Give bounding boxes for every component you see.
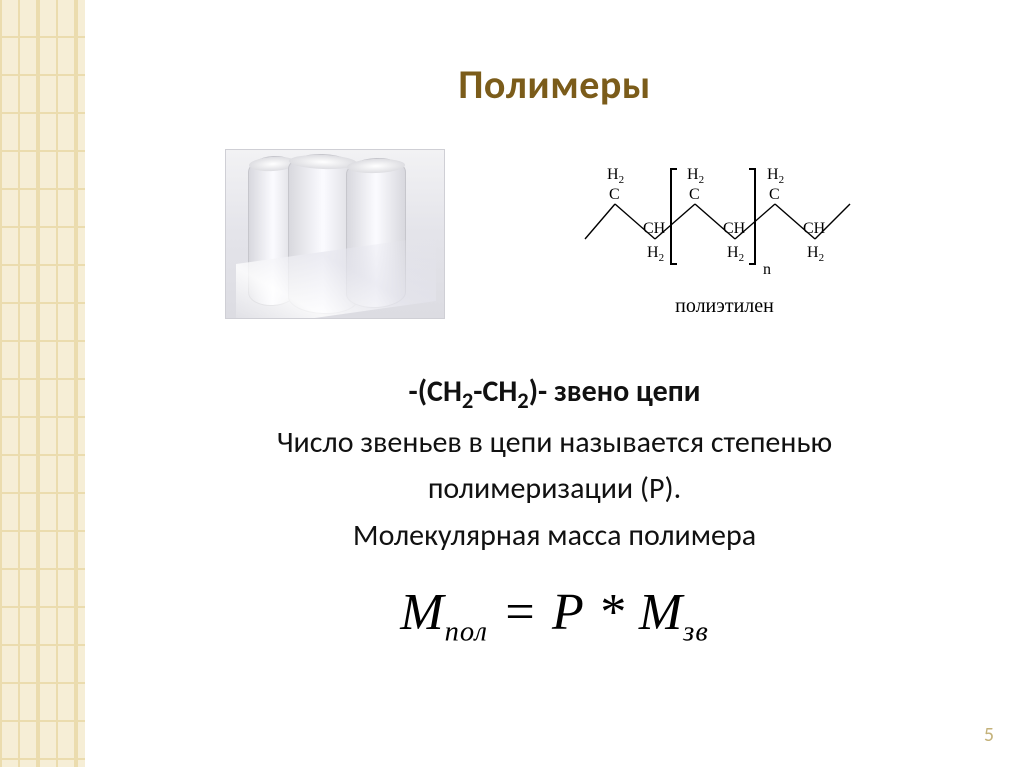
line-2: Число звеньев в цепи называется степенью xyxy=(85,420,1024,467)
slide-title: Полимеры xyxy=(85,60,1024,109)
line-3: полимеризации (P). xyxy=(85,466,1024,513)
svg-text:H2: H2 xyxy=(807,244,824,264)
svg-text:C: C xyxy=(769,186,780,203)
repeating-unit-label: звено цепи xyxy=(547,373,700,410)
molecule-caption: полиэтилен xyxy=(565,295,885,318)
svg-text:C: C xyxy=(689,186,700,203)
svg-text:H2: H2 xyxy=(727,244,744,264)
svg-text:H2: H2 xyxy=(607,166,624,186)
side-pattern xyxy=(0,0,85,767)
svg-text:H2: H2 xyxy=(687,166,704,186)
svg-text:CH: CH xyxy=(643,220,666,237)
polymer-film-photo xyxy=(225,149,445,319)
polyethylene-structure: n H2 C CH H2 H2 C CH H2 H2 C CH H2 xyxy=(575,149,875,289)
svg-text:C: C xyxy=(609,186,620,203)
line-repeating-unit: -(CH2-CH2)- звено цепи xyxy=(85,369,1024,420)
molecule-diagram: n H2 C CH H2 H2 C CH H2 H2 C CH H2 xyxy=(565,149,885,318)
mass-formula: Mпол = P * Mзв xyxy=(85,583,1024,648)
media-row: n H2 C CH H2 H2 C CH H2 H2 C CH H2 xyxy=(85,149,1024,319)
svg-text:n: n xyxy=(763,261,771,278)
slide-container: Полимеры xyxy=(85,0,1024,767)
page-number: 5 xyxy=(984,723,994,747)
svg-text:H2: H2 xyxy=(647,244,664,264)
svg-text:CH: CH xyxy=(803,220,826,237)
svg-text:CH: CH xyxy=(723,220,746,237)
line-4: Молекулярная масса полимера xyxy=(85,513,1024,560)
svg-text:H2: H2 xyxy=(767,166,784,186)
body-text: -(CH2-CH2)- звено цепи Число звеньев в ц… xyxy=(85,369,1024,559)
repeating-unit-formula: -(CH2-CH2)- xyxy=(409,373,548,410)
